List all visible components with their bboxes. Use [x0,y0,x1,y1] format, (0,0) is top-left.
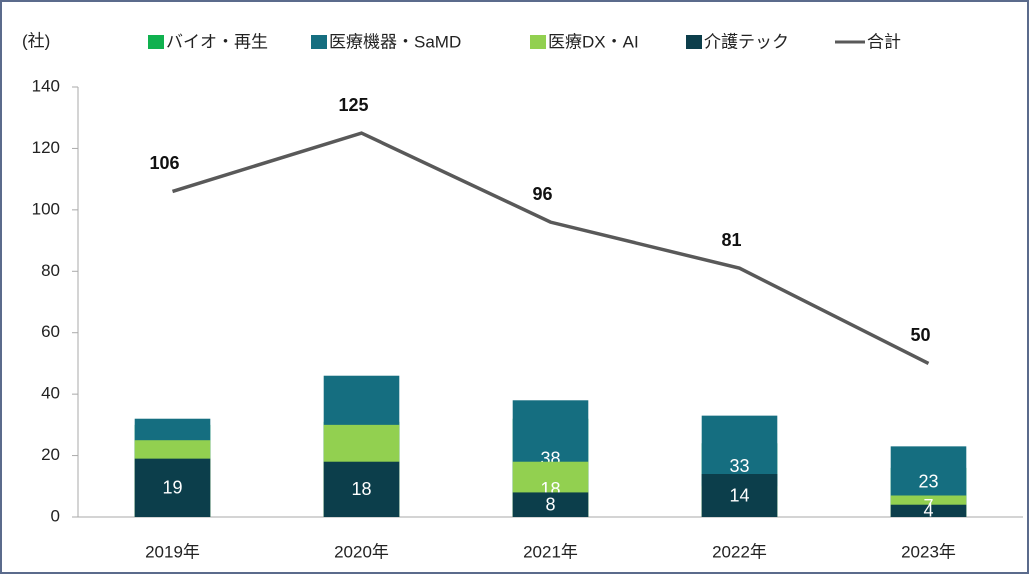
bar-segment [134,458,211,517]
bar-segment [701,474,778,517]
legend-swatch [686,35,702,49]
data-label: 14 [729,485,749,505]
y-tick-label: 120 [32,138,60,157]
y-tick-label: 60 [41,322,60,341]
data-label: 4 [923,501,933,521]
x-tick-label: 2019年 [145,542,200,561]
total-label: 96 [532,184,552,204]
y-tick-label: 20 [41,445,60,464]
x-tick-label: 2023年 [901,542,956,561]
legend-label: 介護テック [704,32,789,51]
bar-segment [512,492,589,517]
total-line [171,131,930,365]
y-tick-label: 40 [41,384,60,403]
total-label: 125 [338,95,368,115]
y-tick-label: 0 [51,506,60,525]
x-tick-label: 2022年 [712,542,767,561]
legend-swatch [530,35,546,49]
bar-segment [890,504,967,517]
data-label: 18 [351,479,371,499]
data-label: 33 [729,456,749,476]
total-label: 81 [721,230,741,250]
y-axis-label: (社) [22,31,50,50]
bar-segment [323,461,400,517]
legend-label: バイオ・再生 [166,32,268,51]
legend-swatch [148,35,164,49]
total-label: 50 [910,325,930,345]
y-tick-label: 100 [32,199,60,218]
total-label: 106 [149,153,179,173]
y-tick-label: 80 [41,261,60,280]
data-label: 23 [918,471,938,491]
data-label: 8 [545,494,555,514]
legend-swatch [311,35,327,49]
y-tick-label: 140 [32,76,60,95]
legend-label: 医療機器・SaMD [329,32,461,51]
legend-label: 合計 [867,32,901,51]
data-label: 19 [162,478,182,498]
x-tick-label: 2020年 [334,542,389,561]
legend-label: 医療DX・AI [548,32,639,51]
x-tick-label: 2021年 [523,542,578,561]
